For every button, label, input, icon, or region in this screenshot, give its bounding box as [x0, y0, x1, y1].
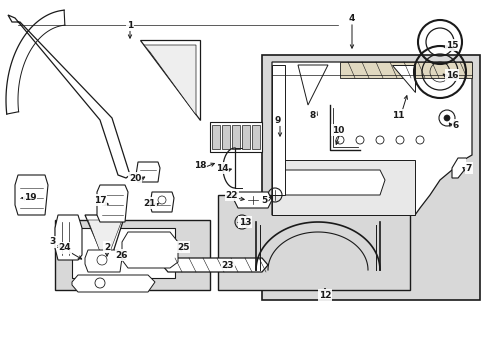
- Text: 15: 15: [445, 41, 457, 50]
- Text: 14: 14: [215, 163, 228, 172]
- Text: 24: 24: [59, 243, 71, 252]
- Polygon shape: [297, 65, 327, 105]
- Polygon shape: [85, 250, 122, 272]
- Polygon shape: [8, 15, 130, 178]
- Polygon shape: [72, 275, 155, 292]
- Polygon shape: [271, 160, 414, 215]
- Text: 22: 22: [225, 190, 238, 199]
- Bar: [231, 125, 240, 149]
- Polygon shape: [136, 162, 160, 182]
- Text: 6: 6: [452, 121, 458, 130]
- Bar: [242, 125, 249, 149]
- Text: 16: 16: [445, 71, 457, 80]
- Text: 1: 1: [126, 21, 133, 30]
- Bar: [55, 220, 209, 290]
- Text: 7: 7: [465, 163, 471, 172]
- Bar: [212, 125, 220, 149]
- Polygon shape: [162, 258, 267, 272]
- Bar: [251, 125, 260, 149]
- Text: 18: 18: [193, 161, 206, 170]
- Text: 26: 26: [116, 251, 128, 260]
- Polygon shape: [339, 62, 471, 78]
- Polygon shape: [55, 215, 82, 260]
- Text: 25: 25: [176, 243, 189, 252]
- Bar: [222, 125, 229, 149]
- Polygon shape: [451, 158, 465, 178]
- Polygon shape: [85, 215, 125, 268]
- Polygon shape: [122, 232, 178, 268]
- Polygon shape: [150, 192, 174, 212]
- Polygon shape: [140, 40, 200, 120]
- Text: 8: 8: [309, 111, 315, 120]
- Text: 9: 9: [274, 116, 281, 125]
- Polygon shape: [271, 62, 471, 215]
- Polygon shape: [97, 185, 128, 222]
- Polygon shape: [234, 192, 271, 208]
- Text: 10: 10: [331, 126, 344, 135]
- Polygon shape: [88, 220, 122, 265]
- Text: 20: 20: [128, 174, 141, 183]
- Text: 11: 11: [391, 111, 404, 120]
- Text: 3: 3: [49, 238, 55, 247]
- Text: 5: 5: [260, 195, 266, 204]
- Bar: [262, 55, 479, 300]
- Polygon shape: [271, 65, 285, 195]
- Text: 12: 12: [318, 291, 330, 300]
- Circle shape: [443, 115, 449, 121]
- Text: 13: 13: [238, 217, 251, 226]
- Polygon shape: [278, 170, 384, 195]
- Text: 21: 21: [143, 198, 156, 207]
- Polygon shape: [143, 45, 196, 115]
- Bar: [72, 228, 175, 278]
- Text: 19: 19: [23, 193, 36, 202]
- Text: 17: 17: [94, 195, 106, 204]
- Text: 2: 2: [103, 243, 110, 252]
- Polygon shape: [15, 175, 48, 215]
- Text: 23: 23: [221, 261, 234, 270]
- Text: 4: 4: [348, 14, 354, 23]
- Polygon shape: [391, 65, 414, 92]
- Bar: [209, 122, 262, 152]
- Bar: [218, 195, 409, 290]
